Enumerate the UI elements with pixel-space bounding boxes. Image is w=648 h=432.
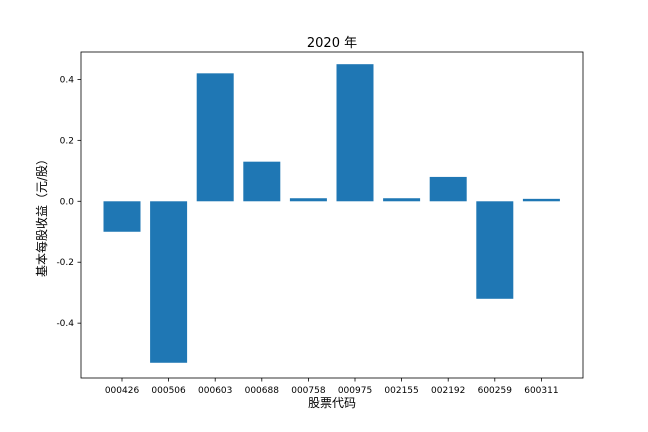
x-tick-label: 000975	[338, 386, 372, 396]
x-tick-label: 000506	[151, 386, 186, 396]
y-tick-label: -0.4	[56, 319, 74, 329]
x-tick-label: 000758	[291, 386, 326, 396]
chart-title: 2020 年	[307, 36, 357, 51]
x-tick-label: 000603	[198, 386, 232, 396]
x-tick-label: 000426	[105, 386, 140, 396]
y-tick-label: 0.0	[60, 197, 75, 207]
bar-000975	[336, 64, 374, 202]
bar-002192	[429, 176, 467, 202]
bar-000688	[243, 161, 281, 202]
bars	[103, 64, 560, 363]
bar-600311	[522, 198, 560, 202]
x-tick-label: 002192	[431, 386, 465, 396]
x-tick-label: 002155	[384, 386, 418, 396]
x-tick-label: 600311	[524, 386, 558, 396]
x-axis-ticks: 000426 000506 000603 000688 000758 000975 0021…	[105, 378, 559, 396]
x-tick-label: 000688	[245, 386, 280, 396]
plot-frame	[80, 51, 584, 379]
y-tick-label: 0.2	[60, 136, 74, 146]
bar-600259	[476, 201, 514, 299]
y-axis-label: 基本每股收益（元/股）	[34, 153, 49, 277]
y-axis-ticks: -0.4 -0.2 0.0 0.2 0.4	[56, 75, 81, 329]
bar-002155	[383, 198, 421, 202]
y-tick-label: -0.2	[56, 258, 74, 268]
bar-000758	[289, 198, 327, 202]
bar-000426	[103, 201, 141, 232]
bar-000603	[196, 73, 234, 202]
y-tick-label: 0.4	[60, 75, 75, 85]
bar-000506	[150, 201, 188, 363]
x-axis-label: 股票代码	[308, 396, 356, 410]
x-tick-label: 600259	[478, 386, 513, 396]
